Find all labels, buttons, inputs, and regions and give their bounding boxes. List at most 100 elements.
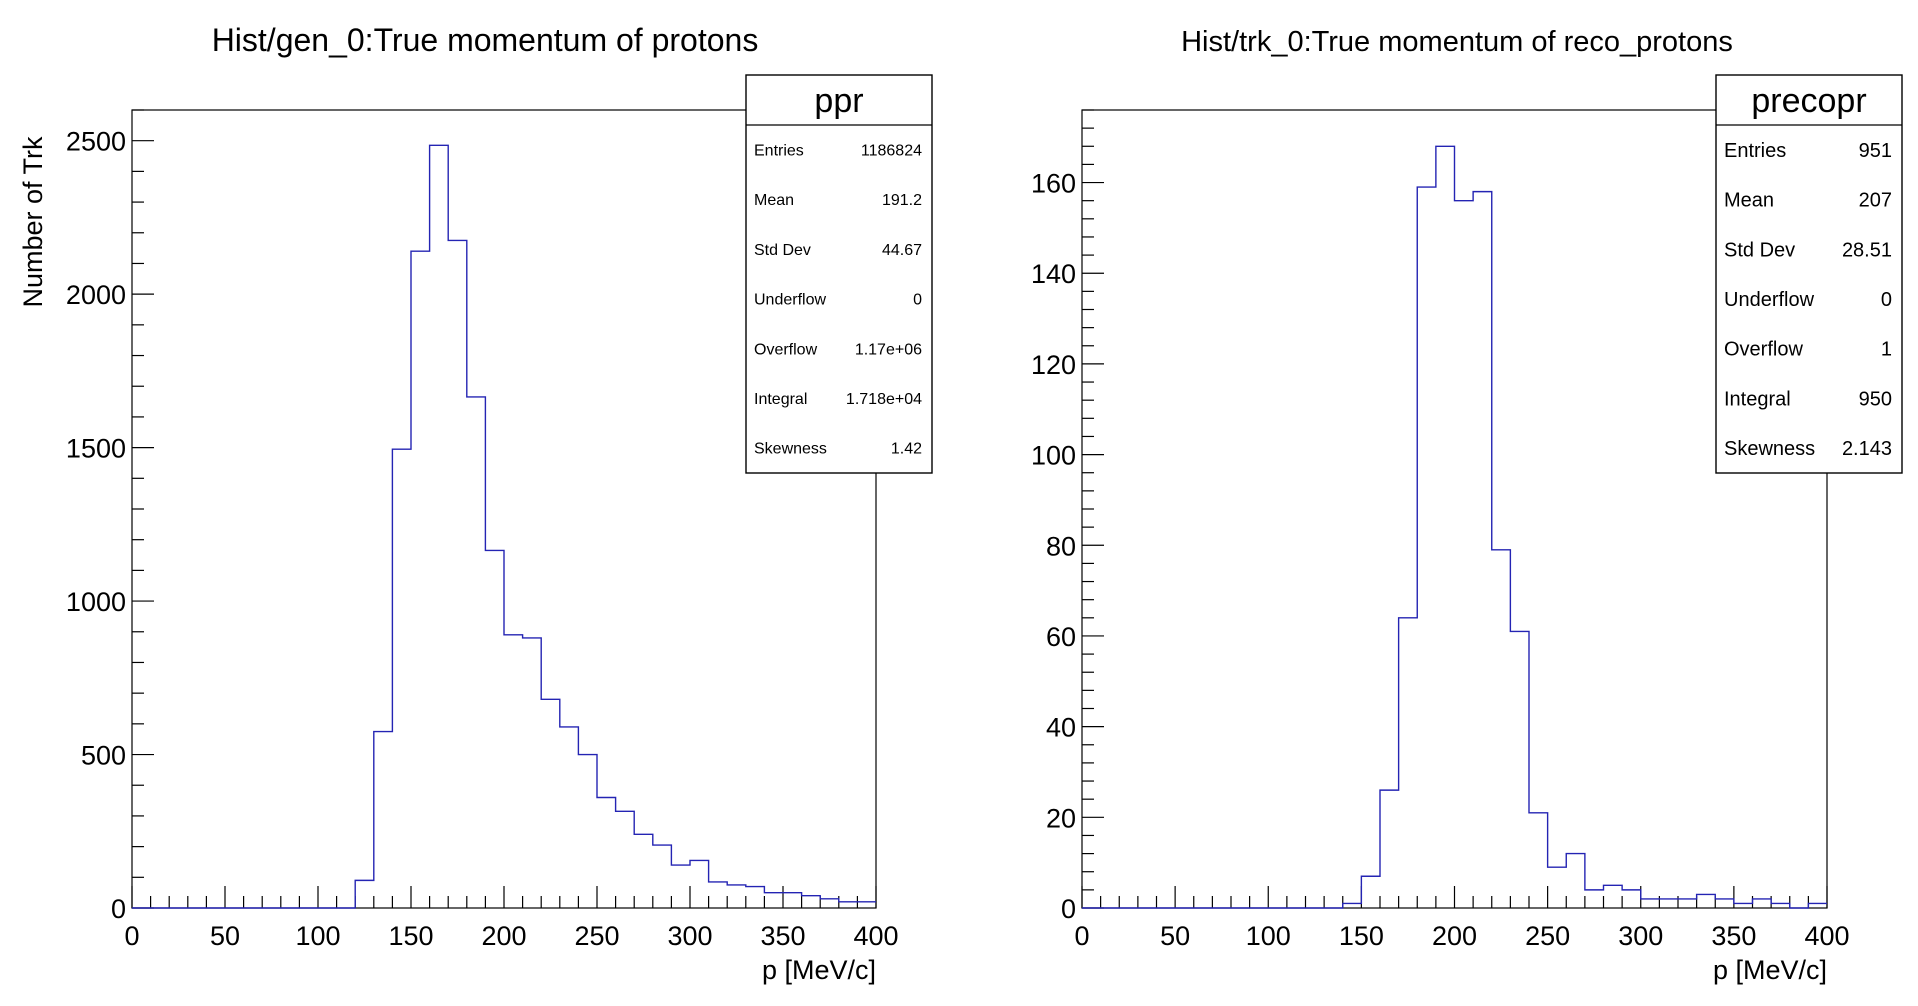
histogram-bin (411, 251, 430, 908)
x-tick-label: 250 (574, 921, 619, 951)
stats-box: precopr Entries 951 Mean 207 Std Dev 28.51 Unde… (1715, 74, 1903, 474)
stats-row-label: Overflow (754, 341, 818, 358)
stats-box-title: ppr (814, 82, 863, 120)
chart-title: Hist/trk_0:True momentum of reco_protons (1181, 26, 1733, 58)
histogram-bin (1417, 187, 1436, 908)
x-tick-label: 200 (481, 921, 526, 951)
histogram-bin (1622, 890, 1641, 908)
x-tick-label: 250 (1525, 921, 1570, 951)
y-tick-label: 120 (1031, 350, 1076, 380)
y-tick-label: 2000 (66, 280, 126, 310)
histogram-bin (857, 902, 876, 908)
histogram-bin (1473, 192, 1492, 908)
histogram-bin (1529, 813, 1548, 908)
y-tick-label: 60 (1046, 622, 1076, 652)
histogram-bin (1548, 867, 1567, 908)
x-tick-label: 150 (1339, 921, 1384, 951)
y-tick-label: 140 (1031, 259, 1076, 289)
stats-row-value: 0 (913, 292, 922, 309)
stats-row-value: 1.718e+04 (846, 391, 922, 408)
stats-row-label: Std Dev (754, 242, 811, 259)
histogram-bin (634, 834, 653, 908)
y-tick-label: 0 (111, 894, 126, 924)
histogram-bin (1753, 899, 1772, 908)
x-tick-label: 150 (388, 921, 433, 951)
histogram-bin (448, 240, 467, 908)
stats-row-value: 191.2 (882, 192, 922, 209)
histogram-bin (1455, 201, 1474, 908)
y-tick-label: 40 (1046, 713, 1076, 743)
stats-row-value: 1.42 (891, 441, 922, 458)
histogram-bin (820, 899, 839, 908)
histogram-panel-2: Hist/trk_0:True momentum of reco_protons… (1031, 26, 1903, 985)
stats-row-label: Integral (1724, 388, 1791, 410)
y-tick-label: 100 (1031, 441, 1076, 471)
histogram-bin (653, 845, 672, 908)
histogram-bin (374, 732, 393, 908)
y-tick-label: 1500 (66, 434, 126, 464)
stats-row-value: 1.17e+06 (855, 341, 922, 358)
stats-row-value: 1 (1881, 339, 1892, 361)
x-axis-label: p [MeV/c] (1713, 955, 1827, 985)
y-tick-label: 500 (81, 741, 126, 771)
histogram-bin (485, 550, 504, 908)
x-tick-label: 350 (760, 921, 805, 951)
stats-row-label: Integral (754, 391, 807, 408)
stats-row-value: 1186824 (861, 142, 922, 159)
histogram-bin (1566, 854, 1585, 908)
stats-row-value: 2.143 (1842, 438, 1892, 460)
histogram-bin (523, 638, 542, 908)
histogram-step-line (132, 144, 876, 909)
y-tick-label: 1000 (66, 587, 126, 617)
stats-box-frame (1715, 74, 1903, 474)
histogram-bin (690, 860, 709, 908)
stats-row-value: 28.51 (1842, 239, 1892, 261)
stats-row-label: Mean (1724, 190, 1774, 212)
histogram-bin (1715, 899, 1734, 908)
histogram-bin (802, 896, 821, 908)
x-tick-label: 350 (1711, 921, 1756, 951)
stats-row-value: 951 (1859, 140, 1892, 162)
histogram-bin (541, 699, 560, 908)
histogram-bin (1734, 903, 1753, 908)
histogram-bin (560, 727, 579, 908)
stats-row-label: Skewness (1724, 438, 1815, 460)
x-tick-label: 300 (667, 921, 712, 951)
histogram-bin (355, 880, 374, 908)
histogram-bin (783, 893, 802, 908)
stats-row-label: Entries (1724, 140, 1786, 162)
histogram-bin (616, 811, 635, 908)
histogram-bin (1678, 899, 1697, 908)
histogram-bin (1399, 618, 1418, 908)
x-tick-label: 0 (124, 921, 139, 951)
histogram-bin (1659, 899, 1678, 908)
y-tick-label: 80 (1046, 531, 1076, 561)
histogram-bin (1771, 903, 1790, 908)
x-tick-label: 100 (295, 921, 340, 951)
x-tick-label: 100 (1246, 921, 1291, 951)
histogram-bin (839, 902, 858, 908)
stats-row-label: Skewness (754, 441, 827, 458)
x-tick-label: 50 (210, 921, 240, 951)
histogram-bin (1343, 903, 1362, 908)
histogram-bin (709, 882, 728, 908)
x-tick-label: 200 (1432, 921, 1477, 951)
x-tick-label: 50 (1160, 921, 1190, 951)
histogram-bin (1808, 903, 1827, 908)
histogram-bin (1361, 876, 1380, 908)
histogram-bin (727, 885, 746, 908)
stats-row-label: Overflow (1724, 339, 1803, 361)
histogram-bin (671, 865, 690, 908)
histogram-bin (578, 755, 597, 908)
x-axis-label: p [MeV/c] (762, 955, 876, 985)
chart-title: Hist/gen_0:True momentum of protons (212, 22, 759, 58)
histogram-bin (504, 635, 523, 908)
x-tick-label: 400 (1804, 921, 1849, 951)
y-tick-label: 160 (1031, 169, 1076, 199)
histogram-bin (1697, 894, 1716, 908)
y-tick-label: 2500 (66, 127, 126, 157)
histogram-bin (1604, 885, 1623, 908)
x-tick-label: 300 (1618, 921, 1663, 951)
y-axis-label: Number of Trk (18, 136, 48, 308)
